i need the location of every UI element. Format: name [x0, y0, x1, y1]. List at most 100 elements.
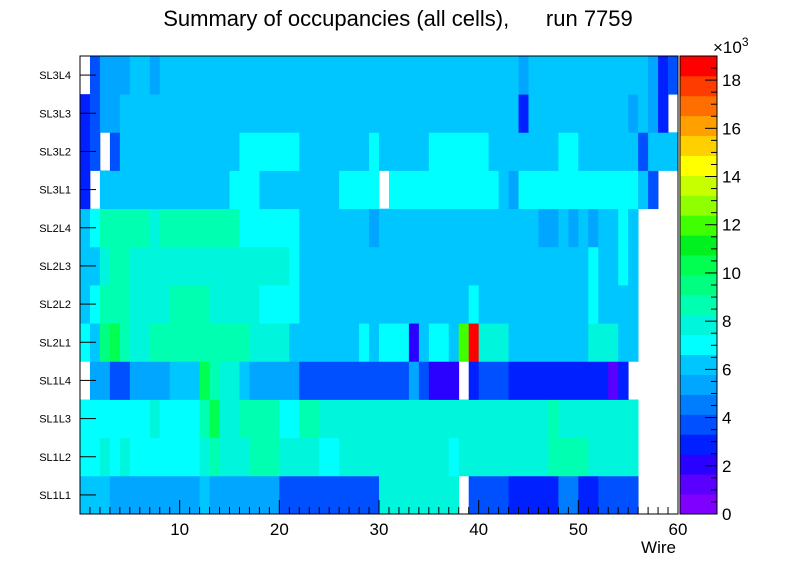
heatmap-cell — [99, 94, 121, 133]
heatmap-cell — [289, 323, 300, 362]
y-tick-label: SL2L2 — [39, 299, 71, 311]
x-tick-label: 40 — [469, 520, 488, 539]
heatmap-cell — [319, 285, 400, 324]
heatmap-cell — [219, 361, 240, 400]
y-tick-label: SL3L2 — [39, 146, 71, 158]
heatmap-cell — [219, 399, 240, 439]
heatmap-cell — [468, 323, 480, 362]
heatmap-cell — [279, 399, 300, 439]
heatmap-cell — [299, 399, 320, 439]
z-tick-label: 14 — [722, 168, 741, 187]
heatmap-cell — [319, 399, 340, 439]
heatmap-cell — [339, 170, 380, 210]
color-scale-swatch — [680, 115, 717, 137]
heatmap-cell — [109, 132, 121, 171]
heatmap-cell — [229, 170, 260, 210]
heatmap-cell — [458, 323, 470, 362]
heatmap-cell — [209, 285, 260, 324]
heatmap-cell — [588, 246, 599, 286]
heatmap-cell — [598, 208, 619, 248]
color-scale-swatch — [680, 56, 717, 77]
heatmap-cell — [478, 285, 490, 324]
heatmap-cell — [398, 285, 410, 324]
heatmap-cell — [428, 361, 460, 400]
heatmap-cell — [468, 285, 480, 324]
heatmap-cell — [408, 361, 420, 400]
heatmap-cell — [289, 246, 300, 286]
color-scale-swatch — [680, 314, 717, 336]
y-axis: SL1L1 SL1L2 SL1L3 SL1L4 SL2L1 SL2L2 SL2L3 SL2L4… — [39, 70, 96, 502]
heatmap-cell — [379, 323, 410, 362]
heatmap-cell — [99, 437, 111, 477]
heatmap-cell — [169, 361, 200, 400]
heatmap-cell — [319, 437, 340, 477]
color-scale-swatch — [680, 75, 717, 97]
heatmap-cell — [339, 399, 549, 439]
heatmap-cell — [528, 94, 629, 133]
heatmap-cell — [518, 56, 529, 95]
heatmap-cell — [468, 437, 549, 477]
heatmap-cell — [578, 208, 589, 248]
heatmap-cell — [159, 208, 240, 248]
heatmap-cell — [109, 246, 131, 286]
heatmap-cell — [448, 323, 460, 362]
heatmap-cell — [588, 208, 599, 248]
color-scale-swatch — [680, 195, 717, 216]
heatmap-cell — [299, 246, 440, 286]
heatmap-cell — [209, 399, 220, 439]
heatmap-cell — [259, 170, 340, 210]
color-scale-swatch — [680, 235, 717, 256]
heatmap-cell — [379, 208, 539, 248]
x-tick-label: 30 — [370, 520, 389, 539]
heatmap-cell — [458, 437, 470, 477]
heatmap-cell — [209, 361, 220, 400]
heatmap-cell — [648, 170, 659, 210]
heatmap-cell — [428, 323, 450, 362]
color-scale-swatch — [680, 474, 717, 495]
heatmap-cell — [538, 208, 559, 248]
heatmap-cell — [598, 246, 619, 286]
heatmap-cell — [129, 437, 200, 477]
heatmap-cell — [129, 323, 151, 362]
heatmap-cell — [299, 285, 320, 324]
color-scale-swatch — [680, 215, 717, 236]
chart-title: Summary of occupancies (all cells), run … — [163, 6, 633, 31]
heatmap-cell — [249, 361, 260, 400]
color-scale-swatch — [680, 354, 717, 376]
heatmap-cell — [339, 437, 450, 477]
color-scale-multiplier: ×103 — [713, 35, 749, 57]
heatmap-cell — [209, 437, 220, 477]
heatmap-cell — [578, 475, 599, 515]
heatmap-cell — [169, 285, 210, 324]
color-scale-exponent: 3 — [742, 35, 749, 49]
heatmap-cell — [199, 399, 210, 439]
heatmap-cell — [618, 361, 629, 400]
heatmap-cell — [598, 285, 619, 324]
heatmap-cell — [149, 208, 161, 248]
x-tick-label: 20 — [270, 520, 289, 539]
heatmap-cell — [578, 132, 639, 171]
z-tick-label: 10 — [722, 264, 741, 283]
heatmap-cell — [109, 361, 131, 400]
heatmap-cell — [159, 399, 200, 439]
heatmap-cell — [648, 132, 679, 171]
heatmap-cell — [628, 208, 639, 248]
heatmap-cell — [638, 170, 649, 210]
heatmap-cell — [99, 208, 121, 248]
heatmap-cell — [618, 208, 629, 248]
heatmap-cell — [129, 246, 171, 286]
heatmap-cell — [259, 285, 280, 324]
heatmap-cell — [618, 323, 639, 362]
y-tick-label: SL1L4 — [39, 375, 71, 387]
heatmap-cell — [249, 437, 280, 477]
heatmap-cell — [239, 132, 300, 171]
z-tick-label: 2 — [722, 457, 731, 476]
heatmap-cell — [518, 170, 639, 210]
y-tick-label: SL3L1 — [39, 185, 71, 197]
heatmap-cell — [199, 361, 210, 400]
heatmap-cell — [99, 170, 230, 210]
heatmap-cell — [359, 323, 370, 362]
heatmap-cell — [99, 56, 131, 95]
heatmap-cell — [119, 94, 519, 133]
y-tick-label: SL2L4 — [39, 223, 71, 235]
